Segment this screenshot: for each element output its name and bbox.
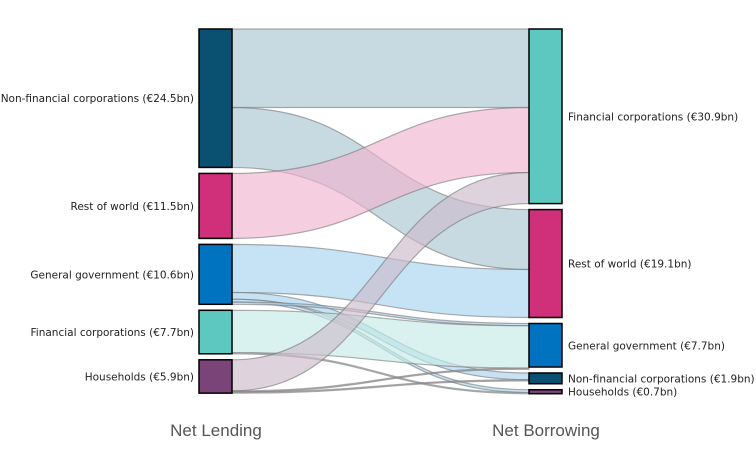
flow-links: [231, 28, 530, 395]
right-node-2: [528, 322, 563, 368]
right-node-0: [528, 28, 563, 205]
flow-link-l-nfc-to-r-fc: [231, 28, 530, 109]
left-node-label-0: Non-financial corporations (€24.5bn): [1, 93, 194, 105]
left-node-label-1: Rest of world (€11.5bn): [71, 201, 195, 213]
left-node-0: [198, 28, 233, 169]
left-node-1: [198, 172, 233, 240]
right-node-label-4: Households (€0.7bn): [568, 387, 677, 399]
node-labels: Non-financial corporations (€24.5bn) Rest…: [1, 93, 755, 399]
right-node-1: [528, 208, 563, 319]
left-node-2: [198, 243, 233, 306]
left-node-label-3: Financial corporations (€7.7bn): [31, 327, 194, 339]
right-node-4: [528, 388, 563, 395]
diagram-nodes: [198, 28, 563, 395]
flow-link-l-hh-to-r-gg: [231, 367, 530, 393]
right-node-label-0: Financial corporations (€30.9bn): [568, 111, 738, 123]
left-node-3: [198, 309, 233, 355]
right-node-3: [528, 372, 563, 385]
right-node-label-2: General government (€7.7bn): [568, 340, 725, 352]
left-node-label-2: General government (€10.6bn): [30, 269, 194, 281]
left-node-4: [198, 359, 233, 394]
left-node-label-4: Households (€5.9bn): [85, 371, 194, 383]
left-column-title: Net Lending: [170, 421, 262, 440]
right-node-label-3: Non-financial corporations (€1.9bn): [568, 373, 755, 385]
right-node-label-1: Rest of world (€19.1bn): [568, 259, 692, 271]
right-column-title: Net Borrowing: [492, 421, 600, 440]
